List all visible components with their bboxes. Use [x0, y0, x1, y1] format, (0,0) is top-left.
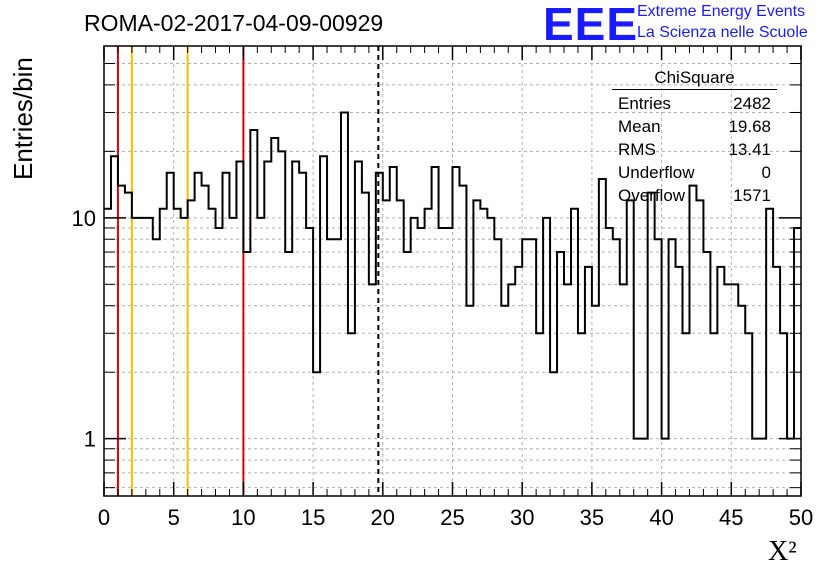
x-tick-label: 10	[231, 505, 255, 530]
axis-ticks	[103, 45, 802, 496]
x-tick-label: 0	[98, 505, 110, 530]
tick-labels: 0 5 10 15 20 25 30 35 40 45 50 1 10	[72, 206, 814, 530]
stats-row-entries: Entries 2482	[612, 92, 777, 115]
stats-row-underflow: Underflow 0	[612, 161, 777, 184]
brand-line-2: La Scienza nelle Scuole	[637, 24, 808, 41]
histogram-line	[104, 111, 801, 440]
stats-value: 19.68	[728, 117, 771, 136]
brand-line-1: Extreme Energy Events	[637, 3, 806, 20]
reference-lines	[116, 46, 380, 496]
stats-label: RMS	[618, 140, 656, 159]
x-tick-label: 40	[649, 505, 673, 530]
x-tick-label: 15	[301, 505, 325, 530]
stats-value: 0	[761, 163, 771, 182]
x-tick-label: 5	[168, 505, 180, 530]
x-tick-label: 35	[580, 505, 604, 530]
y-tick-label: 1	[84, 427, 96, 452]
stats-title: ChiSquare	[612, 68, 777, 90]
x-tick-label: 25	[440, 505, 464, 530]
stats-label: Underflow	[618, 163, 695, 182]
eee-logo: EEE	[543, 0, 639, 50]
stats-value: 1571	[733, 186, 771, 205]
chart-title: ROMA-02-2017-04-09-00929	[84, 10, 384, 36]
stats-row-overflow: Overflow 1571	[612, 184, 777, 207]
x-axis-label: X²	[768, 536, 797, 567]
stats-box: ChiSquare Entries 2482 Mean 19.68 RMS 13.41…	[612, 68, 777, 207]
stats-row-mean: Mean 19.68	[612, 115, 777, 138]
stats-value: 2482	[733, 94, 771, 113]
y-tick-label: 10	[72, 206, 96, 231]
y-axis-label: Entries/bin	[8, 57, 38, 180]
x-tick-label: 20	[371, 505, 395, 530]
stats-label: Entries	[618, 94, 671, 113]
x-tick-label: 50	[789, 505, 813, 530]
stats-label: Overflow	[618, 186, 686, 205]
x-tick-label: 45	[719, 505, 743, 530]
grid-layer	[103, 45, 802, 496]
stats-value: 13.41	[728, 140, 771, 159]
stats-row-rms: RMS 13.41	[612, 138, 777, 161]
x-tick-label: 30	[510, 505, 534, 530]
stats-label: Mean	[618, 117, 661, 136]
